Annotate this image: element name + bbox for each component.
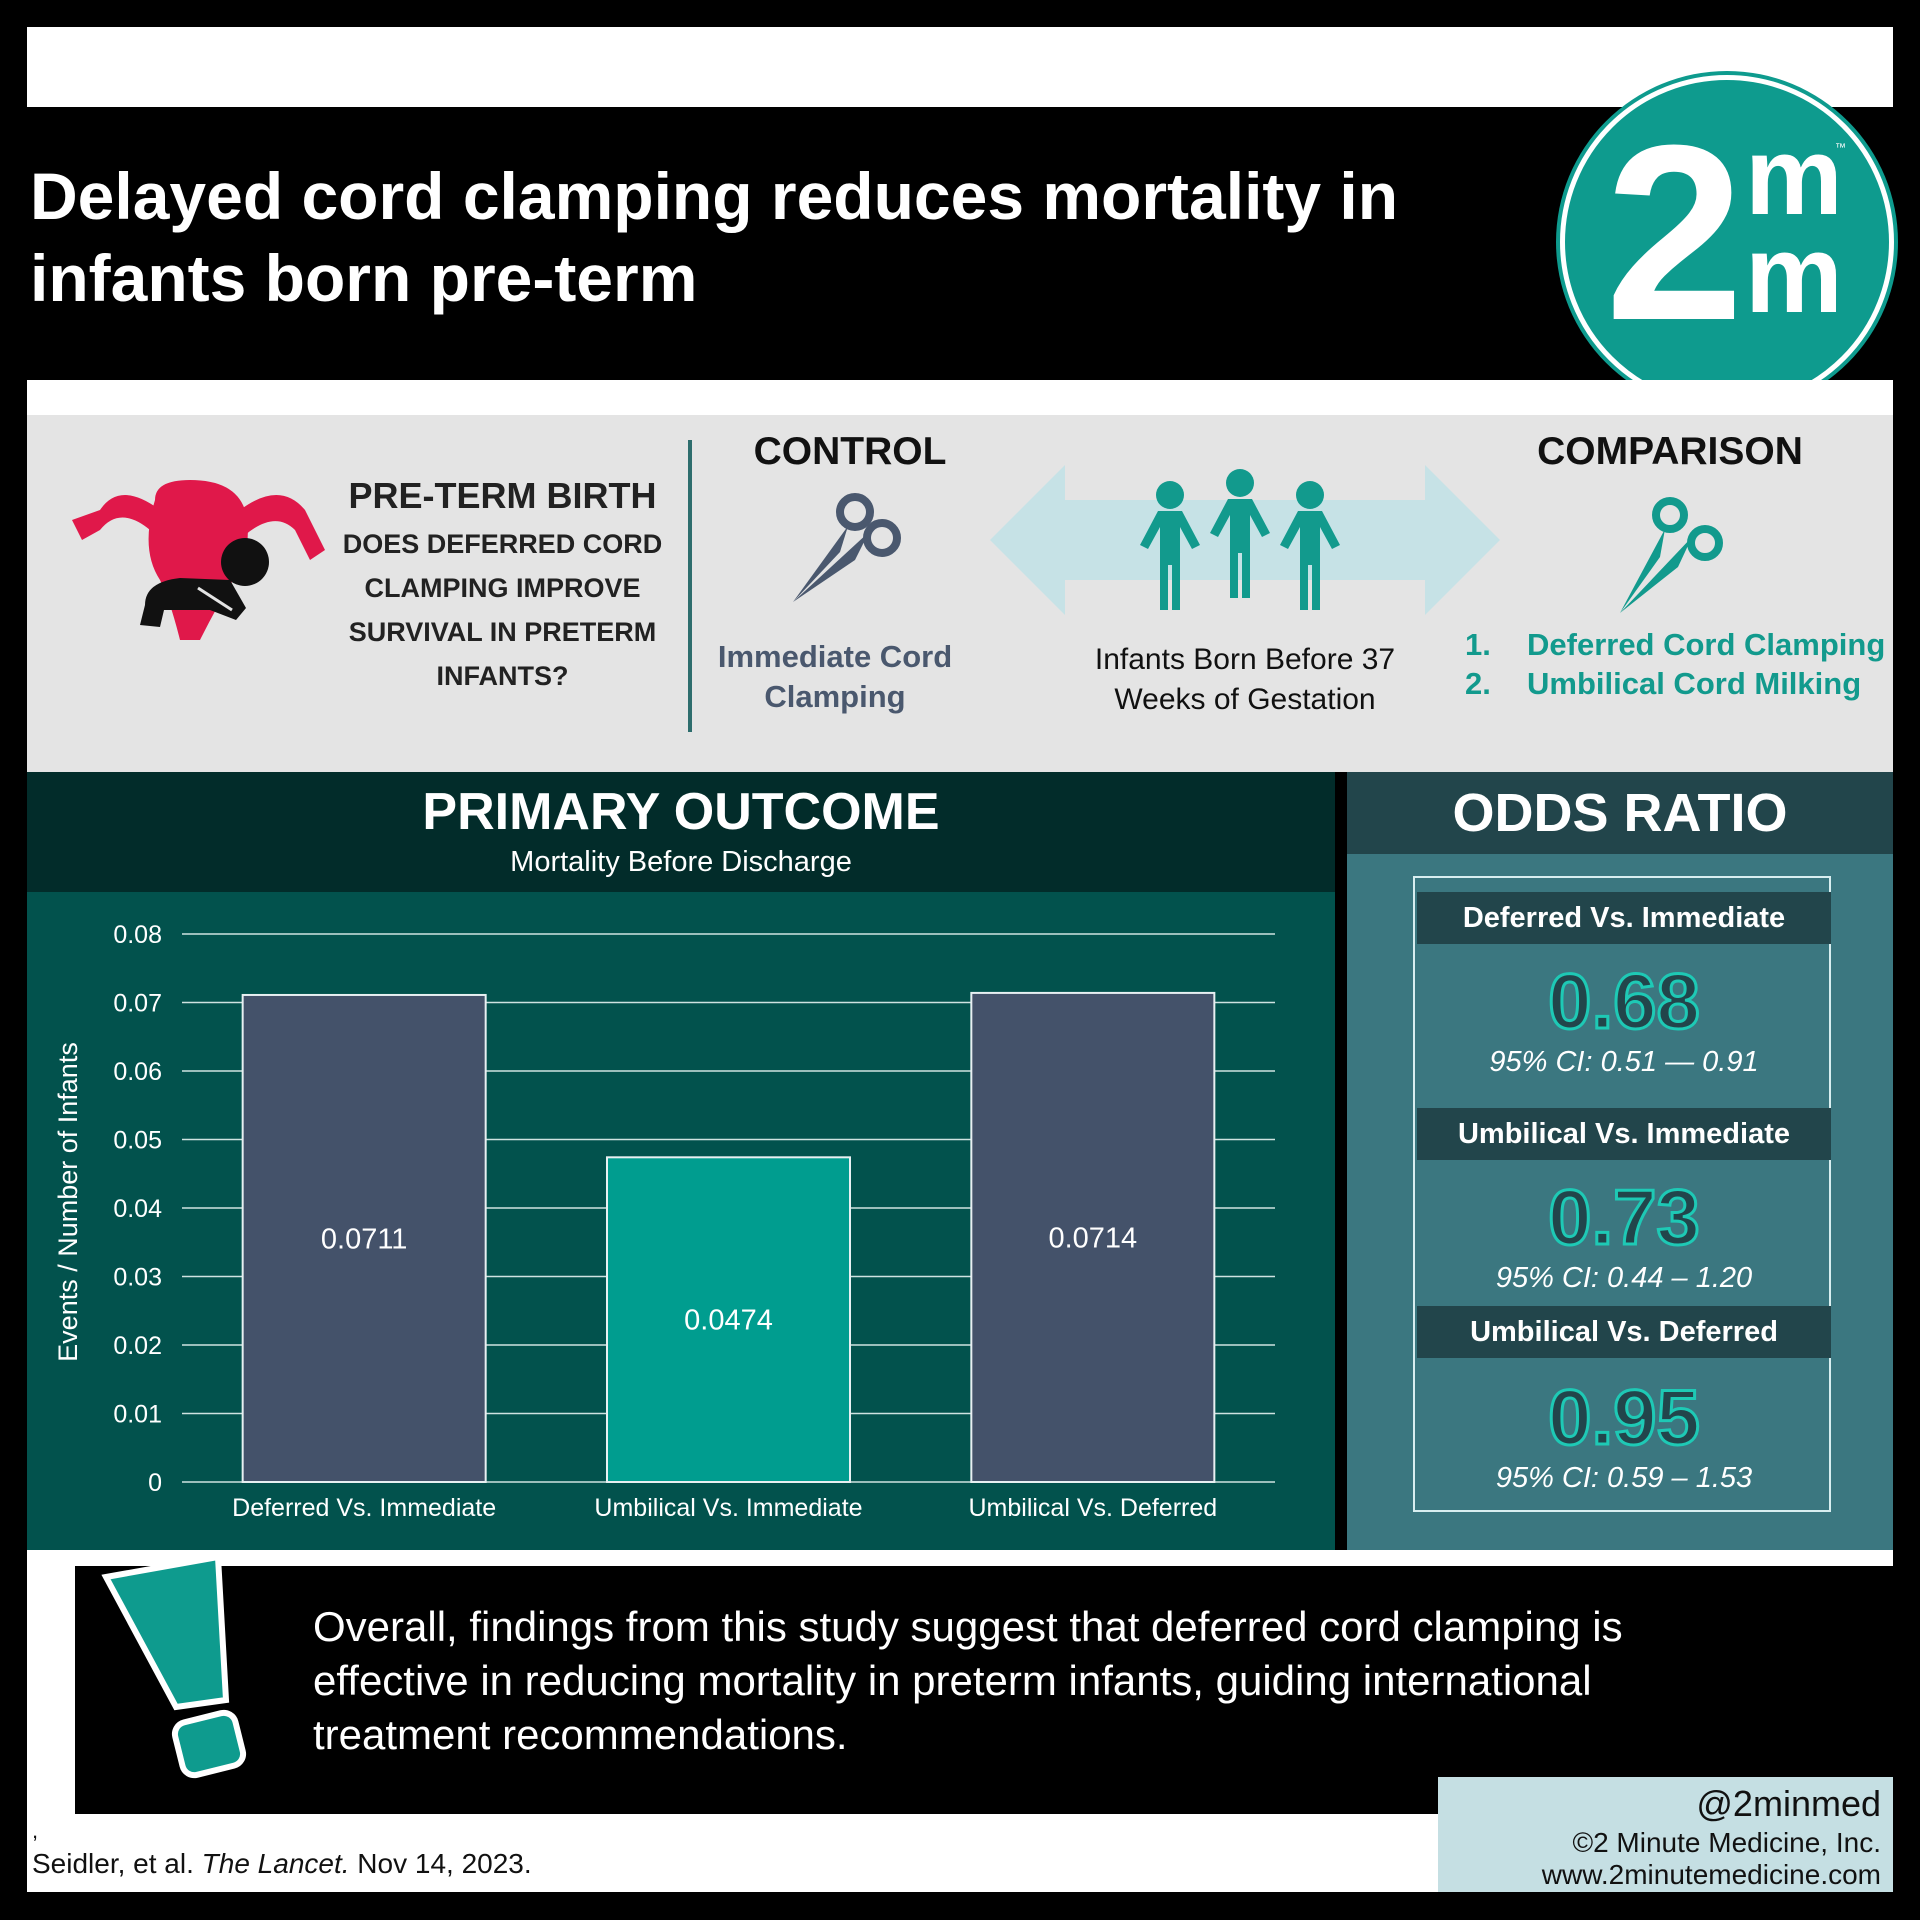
top-strip [27, 27, 1893, 107]
uterus-infant-icon [72, 480, 325, 640]
question-text: DOES DEFERRED CORD CLAMPING IMPROVE SURV… [342, 529, 663, 691]
bar [605, 1156, 852, 1483]
comparison-item-text: Umbilical Cord Milking [1527, 666, 1862, 701]
credit-box: @2minmed ©2 Minute Medicine, Inc. www.2m… [1438, 1777, 1893, 1892]
scissors-icon-control [793, 493, 901, 602]
y-tick-label: 0 [148, 1469, 162, 1497]
pico-top-band [27, 380, 1893, 415]
bar-value-label: 0.0711 [321, 1223, 408, 1255]
infants-group-icon [1140, 469, 1340, 610]
comparison-item: 2. Umbilical Cord Milking [1465, 664, 1905, 703]
control-heading: CONTROL [753, 430, 947, 473]
comparison-item-text: Deferred Cord Clamping [1527, 627, 1886, 662]
comparison-item-number: 2. [1465, 666, 1491, 701]
x-tick-label: Umbilical Vs. Deferred [968, 1494, 1217, 1522]
comparison-heading: COMPARISON [1537, 430, 1803, 473]
citation-comma: , [32, 1818, 39, 1843]
population-label: Infants Born Before 37 Weeks of Gestatio… [1094, 643, 1396, 716]
logo-trademark: ™ [1835, 142, 1846, 154]
logo-m-bottom: m [1745, 213, 1843, 336]
scissors-icon-comparison [1620, 497, 1723, 613]
bar-value-label: 0.0474 [684, 1305, 773, 1337]
comparison-item-number: 1. [1465, 627, 1491, 662]
page-title: Delayed cord clamping reduces mortality … [30, 159, 1399, 315]
primary-outcome-title: PRIMARY OUTCOME [422, 783, 940, 841]
y-axis-label: Events / Number of Infants [53, 1042, 83, 1362]
conclusion-panel [75, 1566, 1893, 1814]
section-gap [27, 1550, 1893, 1566]
odds-ratio-ci: 95% CI: 0.44 – 1.20 [1495, 1262, 1753, 1294]
odds-ratio-box: Deferred Vs. Immediate 0.68 95% CI: 0.51… [1413, 876, 1831, 1512]
social-handle: @2minmed [1696, 1783, 1881, 1824]
odds-ratio-label: Umbilical Vs. Immediate [1417, 1108, 1831, 1160]
primary-outcome-subtitle: Mortality Before Discharge [510, 846, 852, 878]
logo-two: 2 [1605, 93, 1744, 372]
primary-outcome-header: PRIMARY OUTCOME Mortality Before Dischar… [27, 772, 1335, 892]
control-label: Immediate Cord Clamping [717, 639, 953, 714]
odds-ratio-ci: 95% CI: 0.59 – 1.53 [1495, 1462, 1753, 1494]
odds-ratio-header: ODDS RATIO [1347, 772, 1893, 854]
y-tick-label: 0.06 [113, 1058, 162, 1086]
odds-ratio-value: 0.95 [1547, 1372, 1702, 1463]
odds-ratio-label: Umbilical Vs. Deferred [1417, 1306, 1831, 1358]
conclusion-text: Overall, findings from this study sugges… [313, 1603, 1623, 1758]
y-tick-label: 0.01 [113, 1401, 162, 1429]
website-link[interactable]: www.2minutemedicine.com [1541, 1859, 1881, 1890]
citation-date: Nov 14, 2023. [349, 1848, 532, 1879]
brand-logo: 2 m m ™ [1560, 75, 1894, 409]
bar-chart: 0 0.01 0.02 0.03 0.04 0.05 0.06 0.07 0.08 Deferr… [53, 921, 1275, 1522]
odds-ratio-value: 0.68 [1547, 956, 1702, 1047]
left-margin [27, 1566, 75, 1814]
y-tick-label: 0.04 [113, 1195, 162, 1223]
question-title: PRE-TERM BIRTH [348, 475, 657, 516]
citation-journal: The Lancet. [201, 1848, 350, 1879]
y-tick-label: 0.05 [113, 1127, 162, 1155]
comparison-item: 1. Deferred Cord Clamping [1465, 625, 1905, 664]
pico-panel [27, 415, 1893, 772]
y-tick-label: 0.02 [113, 1332, 162, 1360]
odds-ratio-ci: 95% CI: 0.51 — 0.91 [1489, 1046, 1759, 1078]
footer-band [27, 1814, 1438, 1892]
logo-m-top: m [1745, 115, 1843, 238]
comparison-list: 1. Deferred Cord Clamping 2. Umbilical C… [1465, 625, 1905, 703]
odds-ratio-value: 0.73 [1547, 1172, 1702, 1263]
y-tick-label: 0.08 [113, 921, 162, 949]
bar [241, 993, 487, 1483]
x-tick-label: Deferred Vs. Immediate [232, 1494, 496, 1522]
pico-divider [688, 440, 692, 732]
odds-ratio-title: ODDS RATIO [1452, 783, 1788, 843]
company-name: ©2 Minute Medicine, Inc. [1572, 1827, 1881, 1858]
y-tick-label: 0.03 [113, 1264, 162, 1292]
bar-value-label: 0.0714 [1048, 1222, 1137, 1254]
odds-ratio-label: Deferred Vs. Immediate [1417, 892, 1831, 944]
x-tick-label: Umbilical Vs. Immediate [594, 1494, 862, 1522]
citation-authors: Seidler, et al. [32, 1848, 202, 1879]
citation: Seidler, et al. The Lancet. Nov 14, 2023… [32, 1848, 532, 1880]
bar [970, 991, 1216, 1483]
y-tick-label: 0.07 [113, 990, 162, 1018]
exclamation-icon [101, 1555, 247, 1779]
